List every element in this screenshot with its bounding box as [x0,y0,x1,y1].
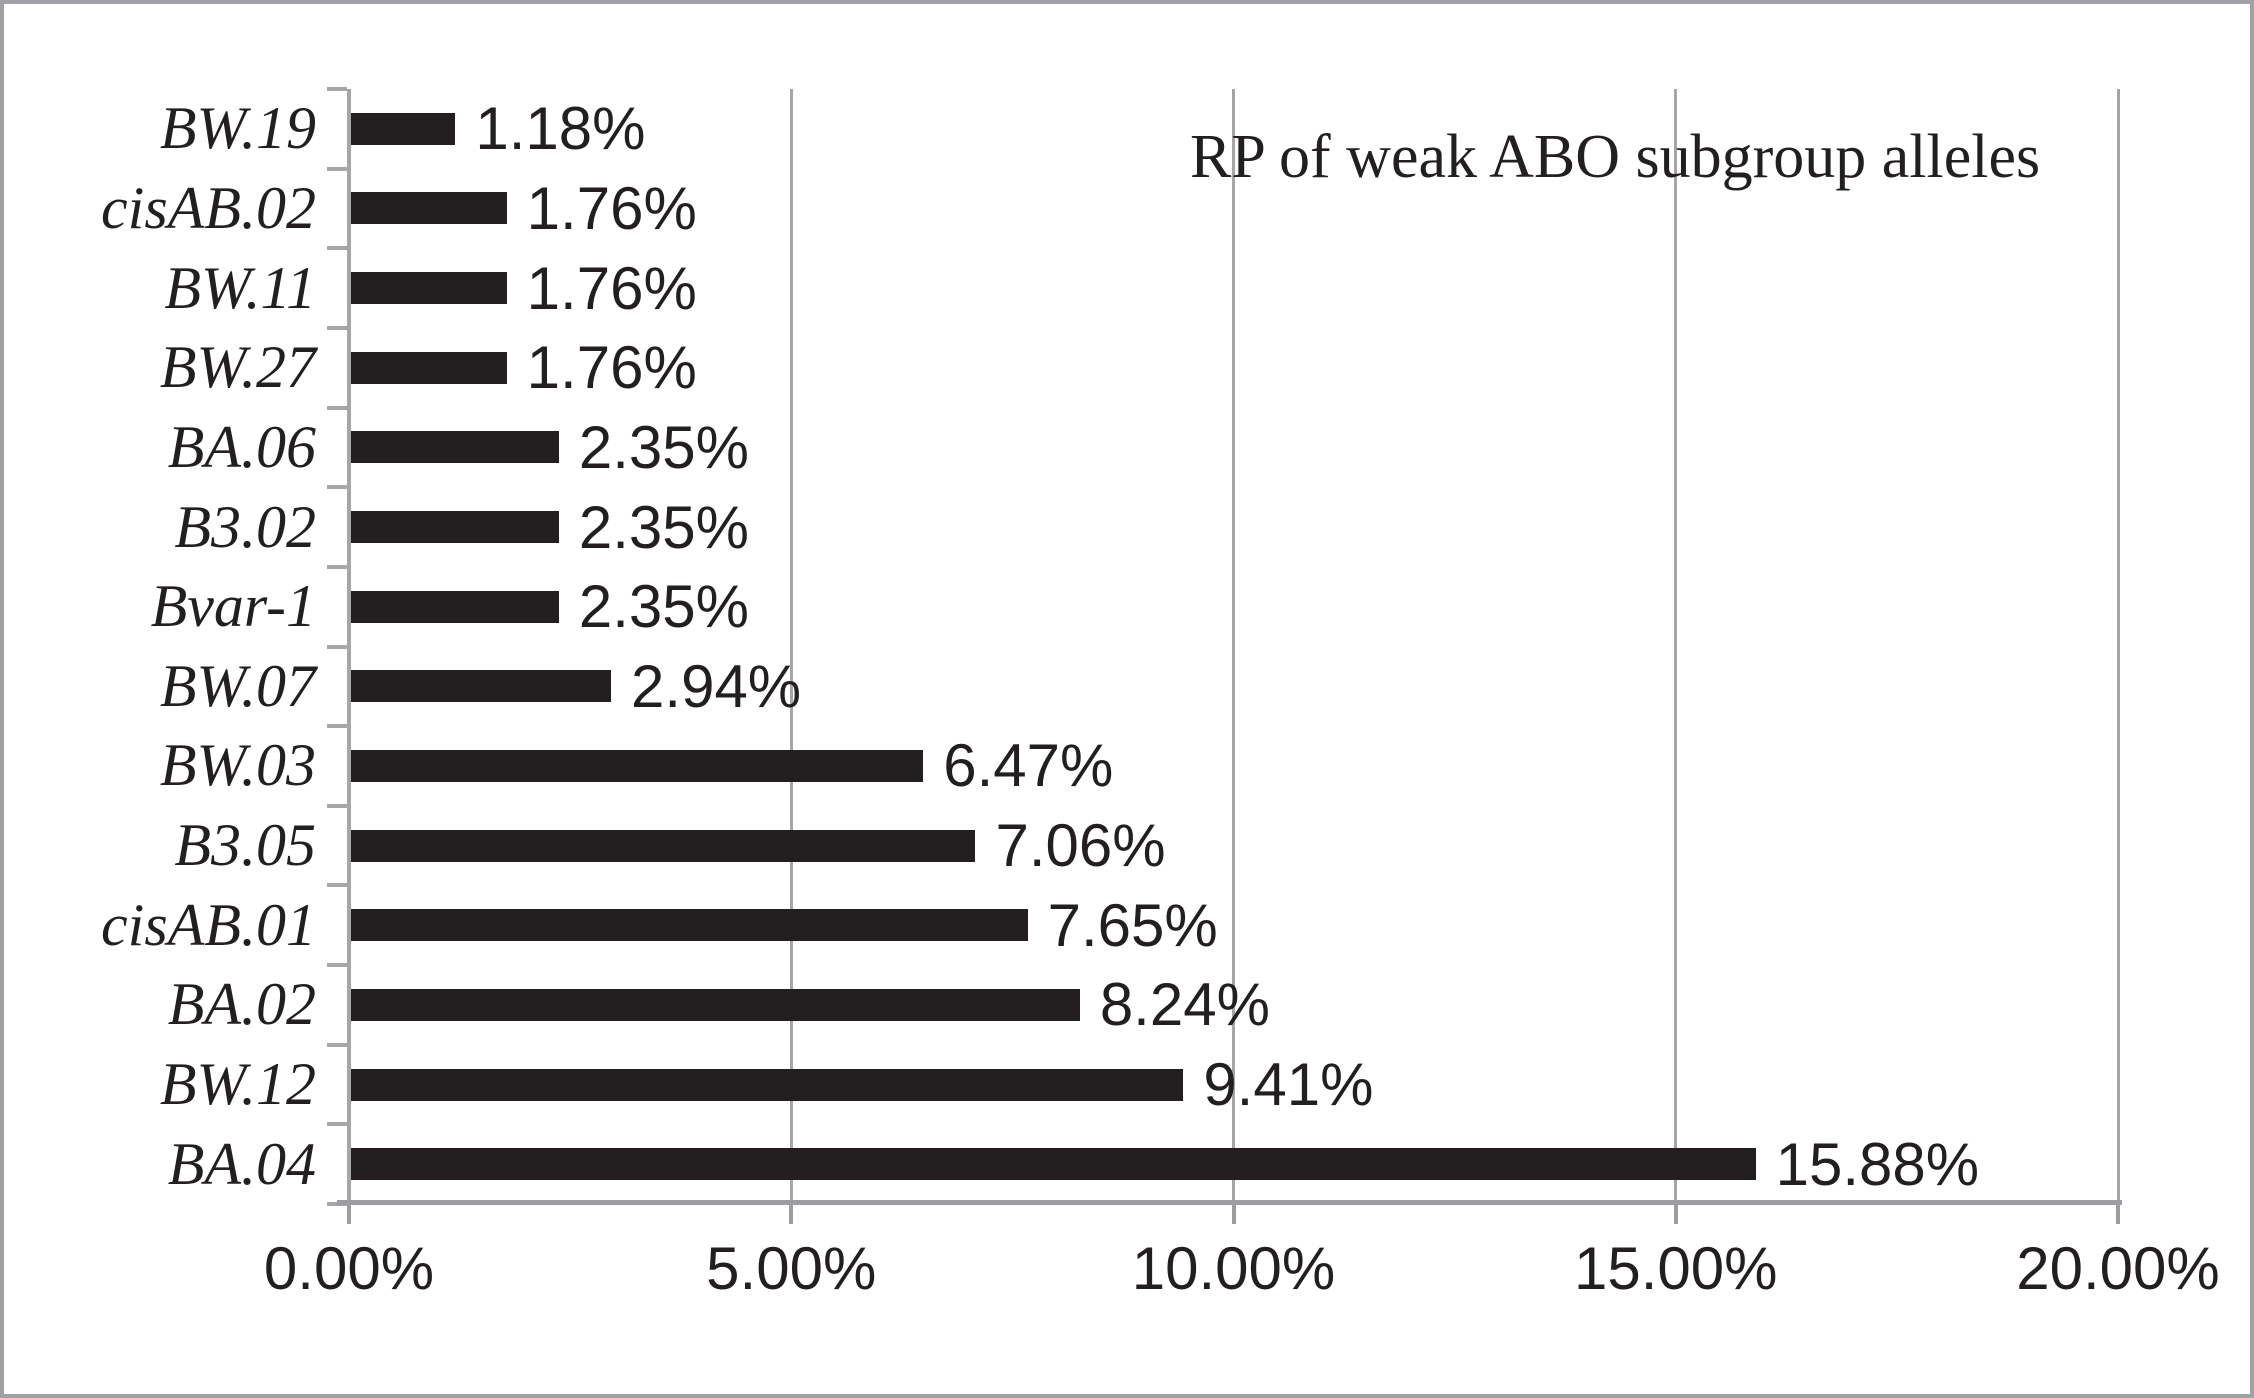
x-axis-tick [347,1200,351,1224]
gridline [2116,89,2120,1204]
bar [351,351,507,384]
bar [351,749,924,782]
y-axis-tick [327,803,347,808]
y-axis-tick [327,485,347,490]
category-label: cisAB.01 [101,891,316,958]
category-label: BW.03 [159,732,316,799]
value-label: 1.76% [526,174,697,242]
y-axis-tick [327,724,347,729]
value-label: 8.24% [1099,971,1270,1039]
category-label: BW.19 [159,95,316,162]
category-label: BW.11 [164,254,316,321]
y-axis-line [347,89,351,1206]
bar [351,511,559,544]
value-label: 1.18% [475,95,646,163]
value-label: 7.65% [1047,891,1218,959]
x-axis-line [337,1200,2122,1205]
gridline [1232,89,1235,1204]
y-axis-tick [327,883,347,888]
bar [351,1068,1184,1101]
bar [351,670,612,703]
category-label: BW.27 [159,334,316,401]
y-axis-tick [327,87,347,91]
x-axis-label: 15.00% [1574,1235,1778,1302]
bar [351,112,456,145]
bar [351,272,507,305]
value-label: 2.35% [578,493,749,561]
bar [351,431,559,464]
category-label: B3.05 [174,812,316,879]
y-axis-tick [327,405,347,410]
x-axis-tick [2116,1200,2120,1224]
category-label: BA.06 [167,413,316,480]
value-label: 2.94% [631,652,802,720]
y-axis-tick [327,564,347,569]
y-axis-tick [327,1042,347,1047]
x-axis-label: 20.00% [2016,1235,2220,1302]
value-label: 9.41% [1203,1051,1374,1119]
gridline [789,89,793,1204]
y-axis-tick [327,644,347,649]
value-label: 15.88% [1775,1130,1980,1198]
category-label: BW.07 [159,652,316,719]
value-label: 2.35% [578,573,749,641]
bar [351,1148,1756,1181]
value-label: 1.76% [526,254,697,322]
value-label: 7.06% [995,812,1166,880]
x-axis-label: 0.00% [263,1235,435,1302]
category-label: cisAB.02 [101,174,316,241]
x-axis-tick [1231,1200,1236,1224]
x-axis-label: 5.00% [706,1235,877,1302]
x-axis-label: 10.00% [1131,1235,1336,1302]
y-axis-tick [327,166,347,171]
bar [351,909,1028,942]
category-label: BA.04 [167,1130,316,1197]
category-label: B3.02 [174,493,316,560]
value-label: 6.47% [943,732,1114,800]
y-axis-tick [327,246,347,251]
y-axis-tick [327,325,347,330]
category-label: Bvar-1 [150,573,316,640]
category-label: BA.02 [167,971,316,1038]
gridline [1674,89,1678,1204]
y-axis-tick [327,963,347,968]
chart-title: RP of weak ABO subgroup alleles [1190,123,2041,191]
bar [351,192,507,225]
bar [351,590,559,623]
category-label: BW.12 [159,1051,316,1118]
bar [351,829,976,862]
x-axis-tick [789,1200,794,1224]
y-axis-tick [327,1122,347,1127]
value-label: 1.76% [526,334,697,402]
value-label: 2.35% [578,413,749,481]
x-axis-tick [1673,1200,1678,1224]
bar [351,988,1080,1021]
